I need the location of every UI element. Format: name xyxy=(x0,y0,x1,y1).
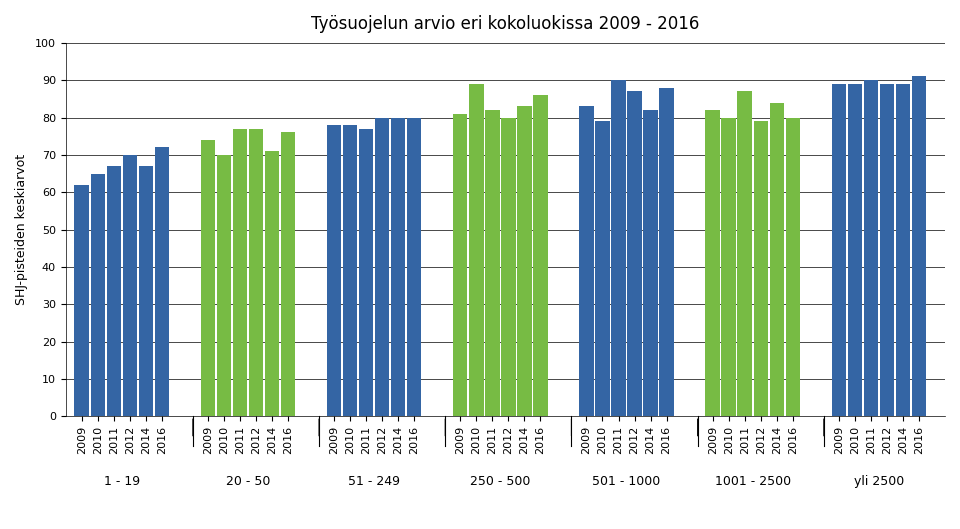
Y-axis label: SHJ-pisteiden keskiarvot: SHJ-pisteiden keskiarvot xyxy=(15,154,28,305)
Text: 1 - 19: 1 - 19 xyxy=(104,475,140,488)
Bar xyxy=(706,110,720,416)
Bar xyxy=(754,121,768,416)
Bar xyxy=(407,117,421,416)
Bar xyxy=(848,84,862,416)
Bar xyxy=(485,110,499,416)
Text: 51 - 249: 51 - 249 xyxy=(348,475,400,488)
Bar xyxy=(879,84,894,416)
Bar xyxy=(75,185,89,416)
Bar xyxy=(359,129,373,416)
Bar xyxy=(501,117,516,416)
Bar xyxy=(90,174,105,416)
Bar xyxy=(469,84,484,416)
Bar xyxy=(612,80,626,416)
Bar xyxy=(123,155,137,416)
Bar xyxy=(722,117,736,416)
Bar xyxy=(864,80,878,416)
Bar xyxy=(660,88,674,416)
Bar xyxy=(232,129,247,416)
Text: 1001 - 2500: 1001 - 2500 xyxy=(714,475,791,488)
Bar xyxy=(595,121,610,416)
Bar xyxy=(138,166,153,416)
Bar xyxy=(517,106,532,416)
Bar xyxy=(155,148,169,416)
Text: 20 - 50: 20 - 50 xyxy=(226,475,270,488)
Bar xyxy=(375,117,390,416)
Bar xyxy=(453,114,468,416)
Bar xyxy=(579,106,593,416)
Bar xyxy=(343,125,357,416)
Bar xyxy=(249,129,263,416)
Bar xyxy=(896,84,910,416)
Bar xyxy=(770,103,784,416)
Bar xyxy=(201,140,215,416)
Text: 250 - 500: 250 - 500 xyxy=(470,475,531,488)
Bar xyxy=(326,125,342,416)
Bar xyxy=(533,95,547,416)
Bar xyxy=(912,77,926,416)
Bar xyxy=(265,151,279,416)
Title: Työsuojelun arvio eri kokoluokissa 2009 - 2016: Työsuojelun arvio eri kokoluokissa 2009 … xyxy=(311,15,700,33)
Bar xyxy=(643,110,658,416)
Bar xyxy=(107,166,121,416)
Bar xyxy=(831,84,846,416)
Text: 501 - 1000: 501 - 1000 xyxy=(592,475,660,488)
Bar xyxy=(280,132,296,416)
Bar xyxy=(737,92,752,416)
Bar xyxy=(627,92,641,416)
Bar xyxy=(785,117,800,416)
Bar xyxy=(391,117,405,416)
Text: yli 2500: yli 2500 xyxy=(853,475,904,488)
Bar xyxy=(217,155,231,416)
